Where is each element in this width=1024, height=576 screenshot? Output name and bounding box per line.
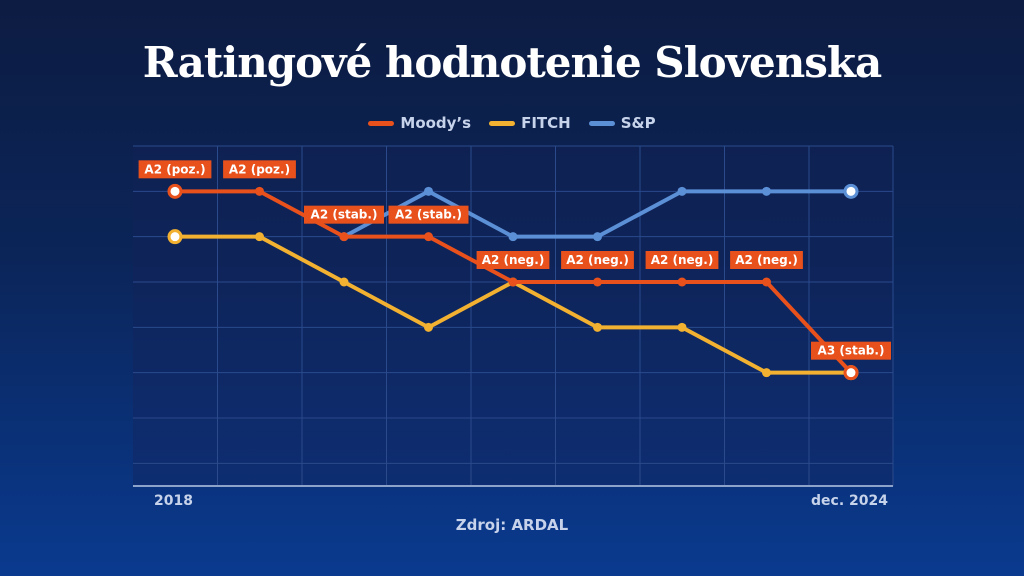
data-label: A2 (neg.) <box>651 253 714 267</box>
legend-swatch-sp <box>588 120 615 126</box>
data-point-sp <box>843 183 859 199</box>
data-point-fitch <box>593 322 602 332</box>
data-point-sp <box>593 232 602 242</box>
data-label: A2 (neg.) <box>735 253 798 267</box>
data-point-fitch <box>339 277 349 287</box>
data-label: A3 (stab.) <box>818 344 885 358</box>
data-point-moodys <box>424 232 433 242</box>
data-label-box <box>811 341 891 360</box>
data-point-moodys <box>339 232 349 242</box>
data-label-box <box>138 160 212 179</box>
data-point-fitch <box>677 322 687 332</box>
data-point-sp <box>762 186 771 196</box>
data-label: A2 (poz.) <box>144 162 205 176</box>
data-point-moodys <box>762 277 771 287</box>
data-label-box <box>476 251 550 269</box>
legend-label-sp: S&P <box>620 114 656 132</box>
x-tick-label: 2018 <box>154 493 193 509</box>
data-label: A2 (poz.) <box>229 162 290 176</box>
legend-label-fitch: FITCH <box>521 114 571 132</box>
source-note: Zdroj: ARDAL <box>455 516 569 534</box>
data-point-moodys <box>593 277 602 287</box>
x-tick-label: dec. 2024 <box>811 493 888 509</box>
data-label-box <box>304 205 384 224</box>
data-label-box <box>388 205 469 224</box>
data-point-moodys <box>843 365 859 381</box>
legend-item-fitch: FITCH <box>489 114 571 132</box>
data-point-moodys <box>167 183 183 199</box>
data-point-fitch <box>762 368 771 378</box>
data-point-sp <box>424 186 433 196</box>
legend-swatch-moodys <box>368 120 395 126</box>
data-point-fitch <box>255 232 264 242</box>
data-label-box <box>730 251 803 269</box>
data-point-moodys <box>677 277 687 287</box>
legend-swatch-fitch <box>489 120 516 126</box>
data-point-moodys <box>508 277 518 287</box>
data-label-box <box>561 251 634 269</box>
plot-area <box>133 146 893 486</box>
data-label-box <box>645 251 719 269</box>
data-point-sp <box>677 186 687 196</box>
data-label: A2 (neg.) <box>482 253 545 267</box>
data-point-moodys <box>255 186 264 196</box>
data-point-fitch <box>167 229 183 245</box>
legend-item-moodys: Moody’s <box>368 114 471 132</box>
data-label: A2 (neg.) <box>566 253 629 267</box>
legend: Moody’s FITCH S&P <box>0 114 1024 132</box>
chart-title: Ratingové hodnotenie Slovenska <box>142 38 882 87</box>
data-label: A2 (stab.) <box>311 208 378 222</box>
data-point-fitch <box>424 322 433 332</box>
data-label: A2 (stab.) <box>395 208 462 222</box>
data-label-box <box>223 160 296 179</box>
legend-item-sp: S&P <box>588 114 656 132</box>
data-point-sp <box>508 232 518 242</box>
legend-label-moodys: Moody’s <box>400 114 472 132</box>
